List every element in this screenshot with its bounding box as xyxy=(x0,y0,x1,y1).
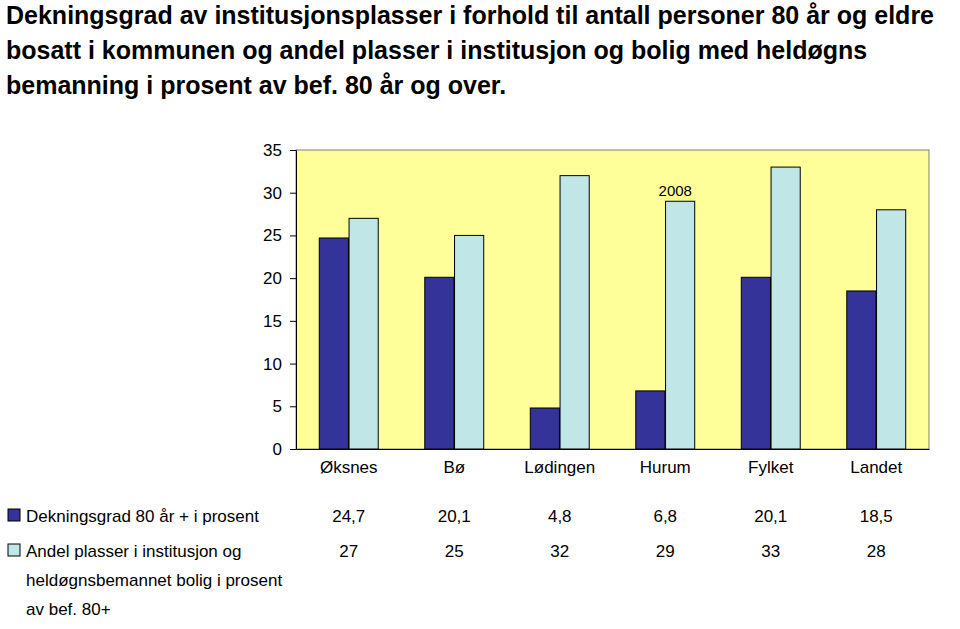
table-value: 29 xyxy=(656,542,675,561)
x-axis-line xyxy=(297,449,930,450)
table-value: 20,1 xyxy=(754,507,787,526)
y-tick-mark xyxy=(290,150,296,151)
y-tick-mark xyxy=(290,449,296,450)
y-tick: 25 xyxy=(263,226,296,245)
x-axis: Øksnes Bø Lødingen Hurum Fylket Landet xyxy=(297,449,930,477)
bar xyxy=(877,210,906,449)
y-tick-label: 35 xyxy=(263,141,282,160)
y-tick-label: 25 xyxy=(263,226,282,245)
y-tick-label: 20 xyxy=(263,269,282,288)
table-value: 27 xyxy=(339,542,358,561)
x-tick: Lødingen xyxy=(524,449,595,477)
x-tick: Hurum xyxy=(640,449,691,477)
y-axis-line xyxy=(290,151,297,450)
x-tick-label: Bø xyxy=(443,458,465,477)
bar xyxy=(319,238,348,449)
bar xyxy=(847,291,876,449)
y-tick: 0 xyxy=(273,440,296,459)
title: Dekningsgrad av institusjonsplasser i fo… xyxy=(6,1,934,99)
y-tick-mark xyxy=(290,193,296,194)
bar xyxy=(349,218,378,449)
bar xyxy=(771,167,800,449)
y-tick: 15 xyxy=(263,312,296,331)
y-tick-label: 15 xyxy=(263,312,282,331)
bar xyxy=(425,277,454,449)
bar xyxy=(741,277,770,449)
legend-swatch xyxy=(8,509,20,521)
table-value: 25 xyxy=(445,542,464,561)
x-tick-label: Hurum xyxy=(640,458,691,477)
bar xyxy=(636,391,665,449)
x-tick-label: Lødingen xyxy=(524,458,595,477)
table-value: 28 xyxy=(867,542,886,561)
table-value: 18,5 xyxy=(860,507,893,526)
annotation: 2008 xyxy=(659,182,692,199)
y-tick-mark xyxy=(290,406,296,407)
x-tick-label: Fylket xyxy=(748,458,794,477)
y-tick-label: 5 xyxy=(273,397,282,416)
legend-label: Dekningsgrad 80 år + i prosent xyxy=(26,507,259,526)
y-tick-mark xyxy=(290,364,296,365)
table-value: 20,1 xyxy=(438,507,471,526)
table-value: 24,7 xyxy=(332,507,365,526)
x-tick: Bø xyxy=(443,449,465,477)
chart: Dekningsgrad av institusjonsplasser i fo… xyxy=(0,0,960,629)
bar xyxy=(560,176,589,449)
bars xyxy=(319,167,905,449)
y-tick: 20 xyxy=(263,269,296,288)
y-tick: 10 xyxy=(263,355,296,374)
y-tick-label: 30 xyxy=(263,184,282,203)
x-tick-label: Øksnes xyxy=(320,458,378,477)
table-value: 33 xyxy=(761,542,780,561)
bar xyxy=(530,408,559,449)
y-tick-mark xyxy=(290,278,296,279)
bar xyxy=(666,201,695,449)
table-value: 6,8 xyxy=(653,507,677,526)
y-tick-label: 0 xyxy=(273,440,282,459)
x-tick-label: Landet xyxy=(850,458,902,477)
x-tick: Øksnes xyxy=(320,449,378,477)
y-tick-mark xyxy=(290,235,296,236)
legend-swatch xyxy=(8,544,20,556)
y-tick-mark xyxy=(290,321,296,322)
legend-label: Andel plasser i institusjon ogheldøgnsbe… xyxy=(26,542,282,619)
y-tick: 5 xyxy=(273,397,296,416)
y-tick: 30 xyxy=(263,184,296,203)
x-tick: Landet xyxy=(850,449,902,477)
table-value: 32 xyxy=(550,542,569,561)
table-value: 4,8 xyxy=(548,507,572,526)
y-tick: 35 xyxy=(263,141,296,160)
y-tick-label: 10 xyxy=(263,355,282,374)
bar xyxy=(455,235,484,449)
x-tick: Fylket xyxy=(748,449,794,477)
y-axis: 0 5 10 15 20 25 30 35 xyxy=(263,141,296,459)
plot-area xyxy=(296,150,929,449)
